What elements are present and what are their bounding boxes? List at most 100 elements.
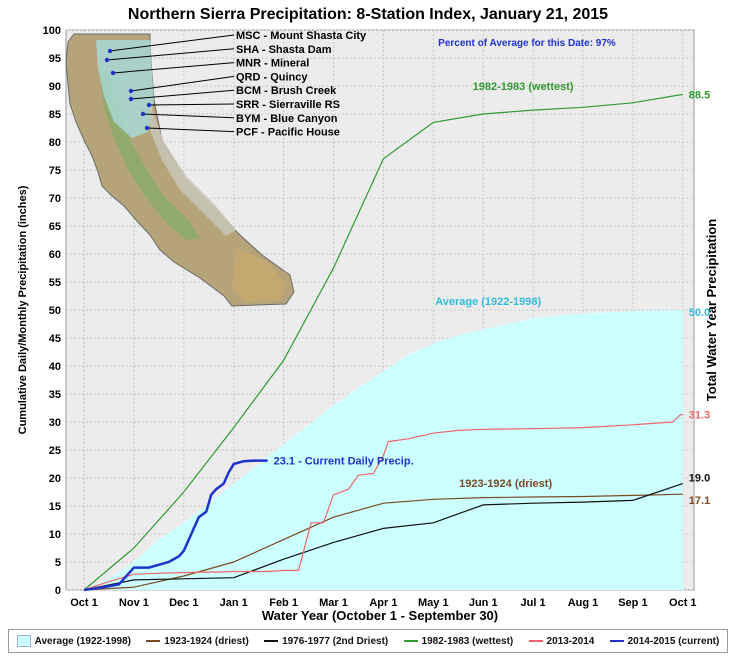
y-tick-label: 65 [49, 221, 61, 233]
legend-label: 2014-2015 (current) [627, 635, 720, 647]
y-tick-label: 30 [49, 417, 61, 429]
chart-title: Northern Sierra Precipitation: 8-Station… [127, 6, 609, 23]
station-label-bcm: BCM - Brush Creek [236, 85, 337, 97]
station-label-pcf: PCF - Pacific House [236, 127, 340, 139]
y-tick-label: 85 [49, 109, 61, 121]
station-label-msc: MSC - Mount Shasta City [236, 30, 367, 42]
legend-swatch-line [264, 640, 279, 642]
x-tick-label: Mar 1 [319, 597, 348, 609]
legend-label: Average (1922-1998) [34, 635, 131, 647]
y-tick-label: 75 [49, 165, 61, 177]
chart-legend: Average (1922-1998) 1923-1924 (driest) 197… [8, 629, 728, 653]
station-label-qrd: QRD - Quincy [236, 71, 308, 83]
southern-region [232, 248, 286, 302]
legend-label: 1982-1983 (wettest) [421, 635, 514, 647]
station-leader-line [142, 113, 235, 119]
y-tick-label: 45 [49, 333, 61, 345]
series-area-avg [84, 310, 683, 590]
station-leader-line [109, 34, 235, 52]
x-tick-label: Aug 1 [568, 597, 599, 609]
axis-labels: 0 5 10 15 20 25 30 35 40 45 50 55 60 65 70 75 80 85 90 95 10… [17, 25, 719, 623]
station-leader-line [112, 62, 235, 74]
station-marker-mnr [110, 70, 116, 76]
y-tick-label: 15 [49, 501, 61, 513]
y-tick-label: 50 [49, 305, 61, 317]
y-tick-label: 25 [49, 445, 61, 457]
x-tick-label: Jul 1 [521, 597, 546, 609]
y-tick-label: 95 [49, 53, 61, 65]
legend-swatch-line [146, 640, 161, 642]
legend-swatch-line [403, 640, 418, 642]
x-tick-label: Nov 1 [119, 597, 149, 609]
y-tick-label: 35 [49, 389, 61, 401]
y-tick-label: 40 [49, 361, 61, 373]
x-axis-title: Water Year (October 1 - September 30) [262, 608, 498, 623]
end-value-label-driest: 17.1 [689, 495, 710, 507]
y-tick-label: 70 [49, 193, 61, 205]
x-tick-label: Oct 1 [70, 597, 98, 609]
northern-sierra-region [96, 40, 154, 138]
series-line-second_driest [83, 483, 683, 591]
station-leader-line [146, 127, 235, 133]
station-marker-sha [104, 57, 110, 63]
legend-label: 2013-2014 [546, 635, 595, 647]
legend-item: 2014-2015 (current) [609, 635, 720, 647]
series-label-wettest: 1982-1983 (wettest) [473, 81, 574, 93]
legend-item: 1982-1983 (wettest) [403, 635, 514, 647]
legend-label: 1976-1977 (2nd Driest) [282, 635, 389, 647]
series-line-driest [83, 493, 683, 591]
station-marker-msc [107, 48, 113, 54]
station-marker-bcm [128, 96, 134, 102]
station-leader-line [106, 48, 235, 61]
station-marker-srr [146, 102, 152, 108]
legend-item: 1923-1924 (driest) [146, 636, 249, 647]
x-tick-label: Jan 1 [220, 597, 248, 609]
series-layer [83, 93, 683, 592]
y-tick-label: 90 [49, 81, 61, 93]
x-tick-label: Feb 1 [269, 597, 298, 609]
end-value-label-second_driest: 19.0 [689, 473, 710, 485]
x-tick-label: Jun 1 [469, 597, 498, 609]
legend-swatch-line [609, 640, 624, 642]
legend-item: 2013-2014 [528, 635, 595, 647]
station-label-sha: SHA - Shasta Dam [236, 44, 332, 56]
station-label-bym: BYM - Blue Canyon [236, 113, 338, 125]
y-tick-label: 80 [49, 137, 61, 149]
y-axis-title: Cumulative Daily/Monthly Precipitation (… [17, 185, 29, 434]
series-line-prev [83, 414, 683, 591]
series-label-driest: 1923-1924 (driest) [459, 478, 552, 490]
legend-item: Average (1922-1998) [16, 635, 131, 647]
right-axis-title: Total Water Year Precipitation [704, 219, 719, 402]
y-tick-label: 5 [55, 557, 61, 569]
station-leader-line [148, 103, 235, 106]
station-label-mnr: MNR - Mineral [236, 58, 309, 70]
y-tick-label: 55 [49, 277, 61, 289]
end-value-label-prev: 31.3 [689, 410, 710, 422]
y-tick-label: 10 [49, 529, 61, 541]
x-tick-label: Sep 1 [618, 597, 647, 609]
end-value-label-avg: 50.0 [689, 307, 710, 319]
x-tick-label: Oct 1 [669, 597, 697, 609]
series-line-wettest [83, 93, 683, 591]
series-label-current: 23.1 - Current Daily Precip. [274, 456, 414, 468]
legend-item: 1976-1977 (2nd Driest) [264, 636, 388, 647]
station-label-srr: SRR - Sierraville RS [236, 99, 340, 111]
x-tick-label: May 1 [418, 597, 449, 609]
y-tick-label: 0 [55, 585, 61, 597]
y-tick-label: 20 [49, 473, 61, 485]
series-label-avg: Average (1922-1998) [435, 296, 541, 308]
station-labels: MSC - Mount Shasta City SHA - Shasta Dam M… [104, 30, 367, 139]
legend-swatch-line [528, 640, 543, 642]
legend-swatch-box [16, 635, 31, 647]
x-tick-label: Apr 1 [369, 597, 397, 609]
sierra-nevada [150, 104, 236, 236]
series-line-current [83, 459, 268, 592]
y-tick-label: 60 [49, 249, 61, 261]
end-value-label-wettest: 88.5 [689, 89, 710, 101]
x-tick-label: Dec 1 [169, 597, 198, 609]
station-marker-qrd [128, 88, 134, 94]
station-marker-bym [140, 111, 146, 117]
station-marker-pcf [144, 125, 150, 131]
station-leader-line [130, 75, 235, 92]
